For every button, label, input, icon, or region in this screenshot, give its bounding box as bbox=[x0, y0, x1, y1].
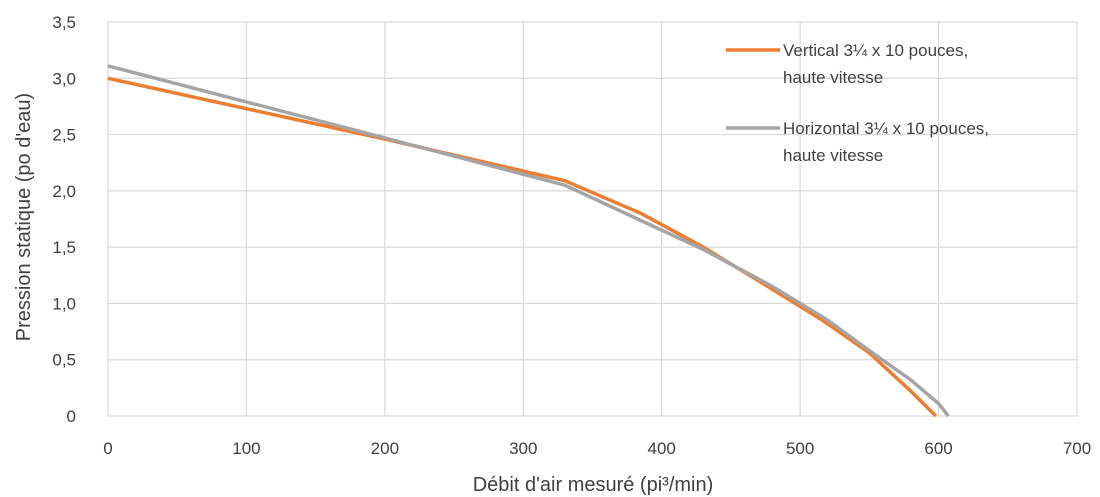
y-tick-label: 1,0 bbox=[52, 294, 76, 313]
y-tick-label: 1,5 bbox=[52, 238, 76, 257]
legend-label: Horizontal 3¼ x 10 pouces, bbox=[783, 119, 989, 138]
x-tick-label: 700 bbox=[1063, 439, 1091, 458]
y-tick-label: 0 bbox=[67, 407, 76, 426]
series-lines bbox=[107, 64, 950, 418]
x-tick-label: 200 bbox=[371, 439, 399, 458]
x-axis-ticks: 0 100 200 300 400 500 600 700 bbox=[103, 439, 1091, 458]
y-tick-label: 2,0 bbox=[52, 182, 76, 201]
y-axis-ticks: 0 0,5 1,0 1,5 2,0 2,5 3,0 3,5 bbox=[52, 13, 76, 426]
series-line-1 bbox=[107, 76, 938, 418]
legend-label: haute vitesse bbox=[783, 146, 883, 165]
y-tick-label: 3,0 bbox=[52, 69, 76, 88]
x-tick-label: 500 bbox=[786, 439, 814, 458]
legend-label: haute vitesse bbox=[783, 68, 883, 87]
x-axis-title: Débit d'air mesuré (pi³/min) bbox=[473, 474, 714, 496]
y-tick-label: 2,5 bbox=[52, 126, 76, 145]
x-tick-label: 300 bbox=[509, 439, 537, 458]
x-tick-label: 400 bbox=[648, 439, 676, 458]
y-tick-label: 0,5 bbox=[52, 351, 76, 370]
series-line-2 bbox=[107, 64, 950, 418]
legend: Vertical 3¼ x 10 pouces, haute vitesse Hor… bbox=[726, 41, 989, 165]
y-tick-label: 3,5 bbox=[52, 13, 76, 32]
x-tick-label: 0 bbox=[103, 439, 112, 458]
x-tick-label: 100 bbox=[232, 439, 260, 458]
legend-label: Vertical 3¼ x 10 pouces, bbox=[783, 41, 968, 60]
y-axis-title: Pression statique (po d'eau) bbox=[13, 93, 35, 341]
gridlines bbox=[107, 21, 1078, 417]
x-tick-label: 600 bbox=[924, 439, 952, 458]
